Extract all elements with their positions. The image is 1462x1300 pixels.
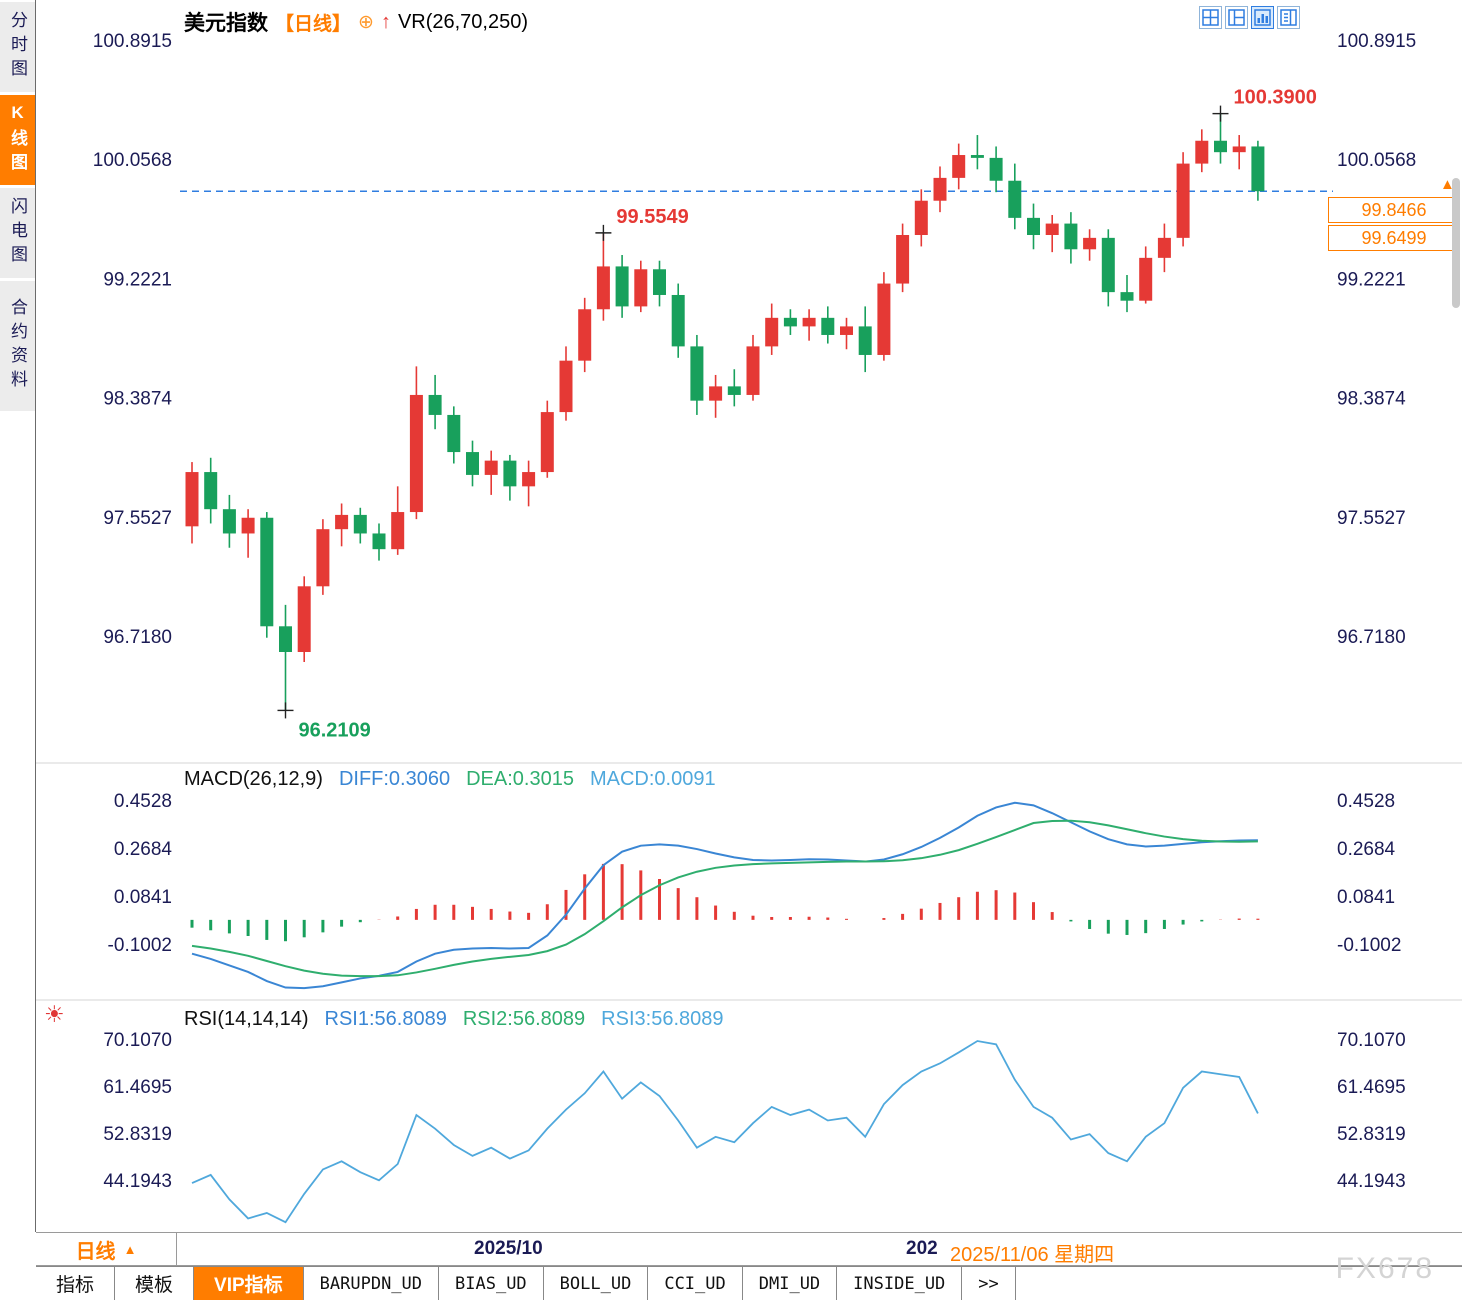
previous-price-tag: 99.6499 — [1328, 225, 1460, 251]
svg-text:100.0568: 100.0568 — [1337, 150, 1416, 171]
tab-inside-ud[interactable]: INSIDE_UD — [837, 1267, 963, 1300]
svg-text:-0.1002: -0.1002 — [1337, 935, 1401, 956]
svg-text:99.5549: 99.5549 — [616, 206, 688, 228]
rsi1-value: RSI1:56.8089 — [324, 1008, 447, 1030]
sidebar-item-label: 闪电图 — [8, 197, 27, 269]
split-layout-icon[interactable] — [1225, 6, 1248, 29]
indicator-tab-bar: 指标 模板 VIP指标 BARUPDN_UD BIAS_UD BOLL_UD C… — [36, 1266, 1462, 1300]
rsi-params-label[interactable]: RSI(14,14,14) — [184, 1008, 309, 1030]
left-sidebar: 分时图 K线图 闪电图 合约资料 — [0, 0, 36, 1232]
tab-bias-ud[interactable]: BIAS_UD — [439, 1267, 544, 1300]
period-selector[interactable]: 日线 ▲ — [36, 1233, 177, 1265]
sidebar-item-lightning-chart[interactable]: 闪电图 — [0, 188, 35, 278]
crosshair-date-label: 2025/11/06 星期四 — [950, 1244, 1115, 1266]
symbol-name: 美元指数 — [184, 12, 268, 35]
svg-text:98.3874: 98.3874 — [1337, 389, 1406, 410]
svg-text:61.4695: 61.4695 — [103, 1077, 172, 1098]
svg-text:97.5527: 97.5527 — [103, 508, 172, 529]
current-price-tag: 99.8466 — [1328, 197, 1460, 223]
layout-toolbar — [1199, 6, 1300, 29]
sidebar-item-label: K线图 — [8, 103, 27, 177]
target-icon[interactable]: ⊕ — [358, 11, 374, 33]
rsi3-value: RSI3:56.8089 — [601, 1008, 724, 1030]
svg-text:0.0841: 0.0841 — [114, 887, 172, 908]
svg-text:0.2684: 0.2684 — [1337, 839, 1396, 860]
svg-text:99.2221: 99.2221 — [1337, 269, 1406, 290]
vr-indicator-label[interactable]: VR(26,70,250) — [397, 10, 529, 33]
time-axis-bar: 日线 ▲ 2025/10 202 2025/11/06 星期四 — [36, 1232, 1462, 1266]
sun-icon[interactable]: ☀ — [44, 1001, 65, 1027]
svg-text:98.3874: 98.3874 — [103, 389, 172, 410]
macd-dea-value: DEA:0.3015 — [466, 768, 574, 790]
svg-text:52.8319: 52.8319 — [1337, 1124, 1406, 1145]
svg-text:61.4695: 61.4695 — [1337, 1077, 1406, 1098]
rsi2-value: RSI2:56.8089 — [462, 1008, 586, 1030]
candlestick-chart-canvas[interactable]: 100.8915 100.8915 100.0568 100.0568 99.2221 9… — [0, 0, 1462, 1232]
svg-text:0.0841: 0.0841 — [1337, 887, 1395, 908]
svg-text:97.5527: 97.5527 — [1337, 508, 1406, 529]
period-label: 日线 — [75, 1240, 116, 1263]
svg-text:100.0568: 100.0568 — [93, 150, 172, 171]
svg-text:100.3900: 100.3900 — [1234, 87, 1317, 109]
svg-text:70.1070: 70.1070 — [103, 1030, 172, 1051]
sidebar-item-kline-chart[interactable]: K线图 — [0, 95, 35, 185]
chart-header: 美元指数 【日线】 ⊕ ↑ VR(26,70,250) — [184, 7, 528, 37]
svg-text:0.2684: 0.2684 — [114, 839, 173, 860]
svg-text:99.2221: 99.2221 — [103, 269, 172, 290]
svg-text:96.7180: 96.7180 — [103, 627, 172, 648]
sidebar-item-label: 合约资料 — [8, 298, 27, 394]
grid-layout-icon[interactable] — [1199, 6, 1222, 29]
tab-templates[interactable]: 模板 — [115, 1267, 195, 1300]
axis-date-label: 2025/10 — [474, 1238, 543, 1259]
tab-dmi-ud[interactable]: DMI_UD — [743, 1267, 838, 1300]
tab-indicators[interactable]: 指标 — [36, 1267, 116, 1300]
tab-boll-ud[interactable]: BOLL_UD — [544, 1267, 649, 1300]
tab-barupdn-ud[interactable]: BARUPDN_UD — [304, 1267, 440, 1300]
sidebar-item-label: 分时图 — [8, 11, 27, 83]
svg-text:70.1070: 70.1070 — [1337, 1030, 1406, 1051]
tab-vip-indicators[interactable]: VIP指标 — [194, 1267, 304, 1300]
macd-header: MACD(26,12,9) DIFF:0.3060 DEA:0.3015 MAC… — [184, 768, 716, 791]
svg-text:-0.1002: -0.1002 — [108, 935, 172, 956]
svg-text:52.8319: 52.8319 — [103, 1124, 172, 1145]
svg-text:96.7180: 96.7180 — [1337, 627, 1406, 648]
price-marker-triangle-icon: ▲ — [1440, 176, 1455, 193]
macd-hist-value: MACD:0.0091 — [589, 768, 716, 790]
vertical-scrollbar[interactable] — [1452, 178, 1460, 308]
svg-text:100.8915: 100.8915 — [1337, 31, 1416, 52]
macd-params-label[interactable]: MACD(26,12,9) — [184, 768, 323, 790]
svg-text:44.1943: 44.1943 — [103, 1171, 172, 1192]
tab-cci-ud[interactable]: CCI_UD — [648, 1267, 743, 1300]
macd-diff-value: DIFF:0.3060 — [338, 768, 451, 790]
rsi-header: RSI(14,14,14) RSI1:56.8089 RSI2:56.8089 … — [184, 1008, 724, 1031]
column-layout-icon[interactable] — [1277, 6, 1300, 29]
svg-text:100.8915: 100.8915 — [93, 31, 172, 52]
sidebar-item-contract-info[interactable]: 合约资料 — [0, 281, 35, 411]
tab-more[interactable]: >> — [962, 1267, 1016, 1300]
svg-text:44.1943: 44.1943 — [1337, 1171, 1406, 1192]
sidebar-item-timeshare-chart[interactable]: 分时图 — [0, 2, 35, 92]
axis-date-label: 202 — [906, 1238, 938, 1259]
svg-text:96.2109: 96.2109 — [299, 719, 371, 741]
svg-text:0.4528: 0.4528 — [1337, 791, 1395, 812]
indicator-panel-icon[interactable] — [1251, 6, 1274, 29]
period-tag[interactable]: 【日线】 — [275, 13, 352, 35]
svg-text:0.4528: 0.4528 — [114, 791, 172, 812]
up-arrow-icon: ↑ — [380, 10, 391, 33]
triangle-up-icon: ▲ — [123, 1241, 137, 1257]
